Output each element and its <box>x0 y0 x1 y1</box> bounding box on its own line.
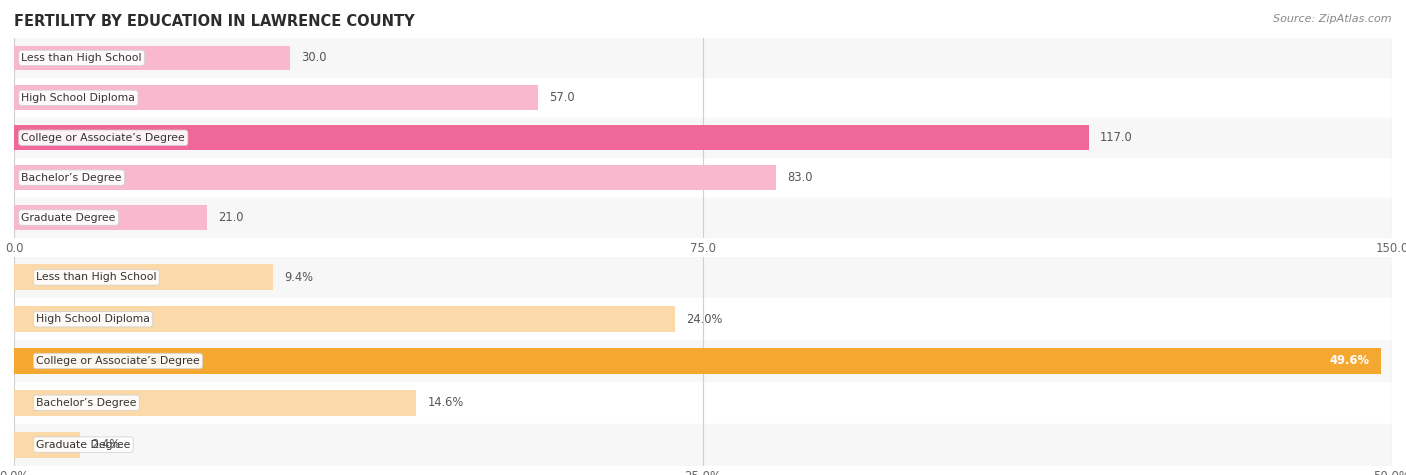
Bar <box>14 46 290 70</box>
Bar <box>14 165 776 190</box>
Text: High School Diploma: High School Diploma <box>37 314 150 324</box>
Text: Less than High School: Less than High School <box>21 53 142 63</box>
Bar <box>14 390 416 416</box>
Bar <box>14 348 1381 374</box>
Text: 83.0: 83.0 <box>787 171 813 184</box>
Text: 24.0%: 24.0% <box>686 313 723 326</box>
Bar <box>14 198 1392 238</box>
Text: 57.0: 57.0 <box>548 91 574 104</box>
Bar <box>14 118 1392 158</box>
Text: Source: ZipAtlas.com: Source: ZipAtlas.com <box>1274 14 1392 24</box>
Bar <box>14 86 537 110</box>
Bar <box>14 205 207 230</box>
Bar <box>14 306 675 332</box>
Bar <box>14 78 1392 118</box>
Text: 2.4%: 2.4% <box>91 438 121 451</box>
Text: Less than High School: Less than High School <box>37 272 156 283</box>
Text: 14.6%: 14.6% <box>427 396 464 409</box>
Bar <box>14 432 80 457</box>
Bar <box>14 38 1392 78</box>
Bar <box>14 158 1392 198</box>
Text: FERTILITY BY EDUCATION IN LAWRENCE COUNTY: FERTILITY BY EDUCATION IN LAWRENCE COUNT… <box>14 14 415 29</box>
Text: 21.0: 21.0 <box>218 211 243 224</box>
Text: 30.0: 30.0 <box>301 51 326 65</box>
Text: Graduate Degree: Graduate Degree <box>37 439 131 450</box>
Text: 9.4%: 9.4% <box>284 271 314 284</box>
Bar <box>14 256 1392 298</box>
Bar <box>14 382 1392 424</box>
Bar <box>14 424 1392 466</box>
Bar <box>14 340 1392 382</box>
Text: 117.0: 117.0 <box>1099 131 1133 144</box>
Text: Graduate Degree: Graduate Degree <box>21 212 115 223</box>
Text: 49.6%: 49.6% <box>1330 354 1369 368</box>
Bar <box>14 125 1088 150</box>
Text: College or Associate’s Degree: College or Associate’s Degree <box>37 356 200 366</box>
Text: Bachelor’s Degree: Bachelor’s Degree <box>37 398 136 408</box>
Text: Bachelor’s Degree: Bachelor’s Degree <box>21 172 122 183</box>
Bar <box>14 298 1392 340</box>
Text: College or Associate’s Degree: College or Associate’s Degree <box>21 133 186 143</box>
Text: High School Diploma: High School Diploma <box>21 93 135 103</box>
Bar <box>14 265 273 290</box>
